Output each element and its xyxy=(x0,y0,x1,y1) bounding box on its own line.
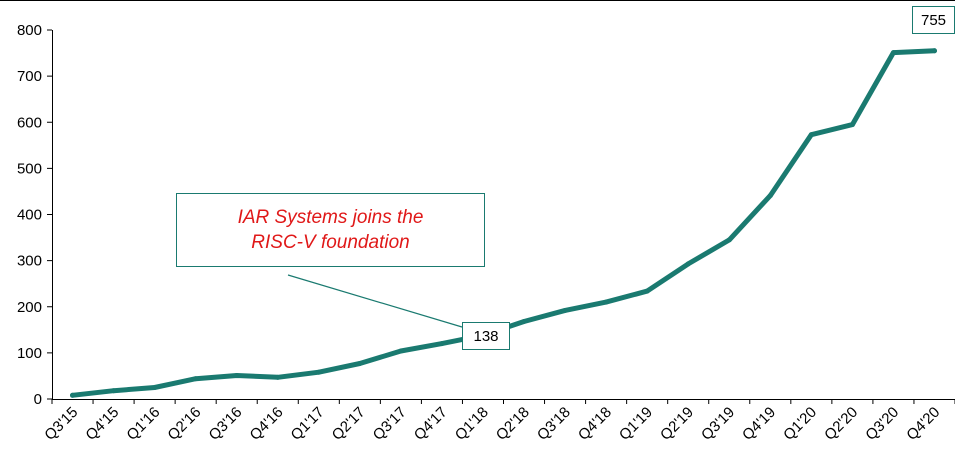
y-tick-label: 0 xyxy=(34,391,42,408)
annotation-line-1: IAR Systems joins the xyxy=(237,207,424,228)
x-tick-label: Q4'18 xyxy=(575,404,615,444)
x-tick-label: Q4'19 xyxy=(739,404,779,444)
data-point xyxy=(70,392,76,398)
x-tick-label: Q3'16 xyxy=(206,404,246,444)
data-label-q4-20: 755 xyxy=(912,6,955,34)
data-point xyxy=(521,319,527,325)
x-tick-label: Q2'20 xyxy=(821,404,861,444)
annotation-line-2: RISC-V foundation xyxy=(251,232,410,253)
data-point xyxy=(644,288,650,294)
x-tick-label: Q2'16 xyxy=(164,404,204,444)
data-point xyxy=(398,348,404,354)
data-point xyxy=(562,307,568,313)
x-tick-label: Q4'20 xyxy=(903,404,943,444)
x-tick-label: Q2'17 xyxy=(329,404,369,444)
data-point xyxy=(234,372,240,378)
annotation-connector xyxy=(287,274,463,328)
x-tick-label: Q4'17 xyxy=(411,404,451,444)
data-point xyxy=(685,261,691,267)
x-tick-label: Q1'18 xyxy=(452,404,492,444)
x-tick-label: Q3'17 xyxy=(370,404,410,444)
data-point xyxy=(726,237,732,243)
data-point xyxy=(193,376,199,382)
data-point xyxy=(357,360,363,366)
x-tick-label: Q2'18 xyxy=(493,404,533,444)
data-point xyxy=(152,384,158,390)
data-point xyxy=(111,388,117,394)
y-tick-label: 100 xyxy=(17,345,42,362)
y-tick-label: 400 xyxy=(17,207,42,224)
y-tick-label: 300 xyxy=(17,253,42,270)
data-label-q1-18: 138 xyxy=(462,322,510,350)
x-tick-label: Q1'20 xyxy=(780,404,820,444)
x-tick-label: Q2'19 xyxy=(657,404,697,444)
data-point xyxy=(808,132,814,138)
y-tick-label: 700 xyxy=(17,68,42,85)
y-axis: 0 100 200 300 400 500 600 700 800 xyxy=(17,22,53,408)
x-axis: Q3'15 Q4'15 Q1'16 Q2'16 Q3'16 Q4'16 Q1'17 Q2'17… xyxy=(41,399,955,444)
x-tick-label: Q1'19 xyxy=(616,404,656,444)
data-point xyxy=(849,122,855,128)
x-tick-label: Q3'20 xyxy=(862,404,902,444)
y-tick-label: 500 xyxy=(17,160,42,177)
x-tick-label: Q1'17 xyxy=(288,404,328,444)
x-tick-label: Q3'19 xyxy=(698,404,738,444)
annotation-leader-line xyxy=(287,274,463,328)
y-tick-label: 600 xyxy=(17,114,42,131)
data-point xyxy=(439,341,445,347)
x-tick-label: Q3'15 xyxy=(41,404,81,444)
x-tick-label: Q3'18 xyxy=(534,404,574,444)
data-point xyxy=(890,50,896,56)
data-point xyxy=(931,48,937,54)
y-tick-label: 200 xyxy=(17,299,42,316)
data-point xyxy=(767,193,773,199)
x-tick-label: Q4'15 xyxy=(82,404,122,444)
x-tick-label: Q1'16 xyxy=(123,404,163,444)
x-tick-label: Q4'16 xyxy=(247,404,287,444)
data-point xyxy=(316,369,322,375)
annotation-callout: IAR Systems joins the RISC-V foundation xyxy=(176,193,485,267)
data-point xyxy=(603,299,609,305)
y-tick-label: 800 xyxy=(17,22,42,39)
data-point xyxy=(275,374,281,380)
